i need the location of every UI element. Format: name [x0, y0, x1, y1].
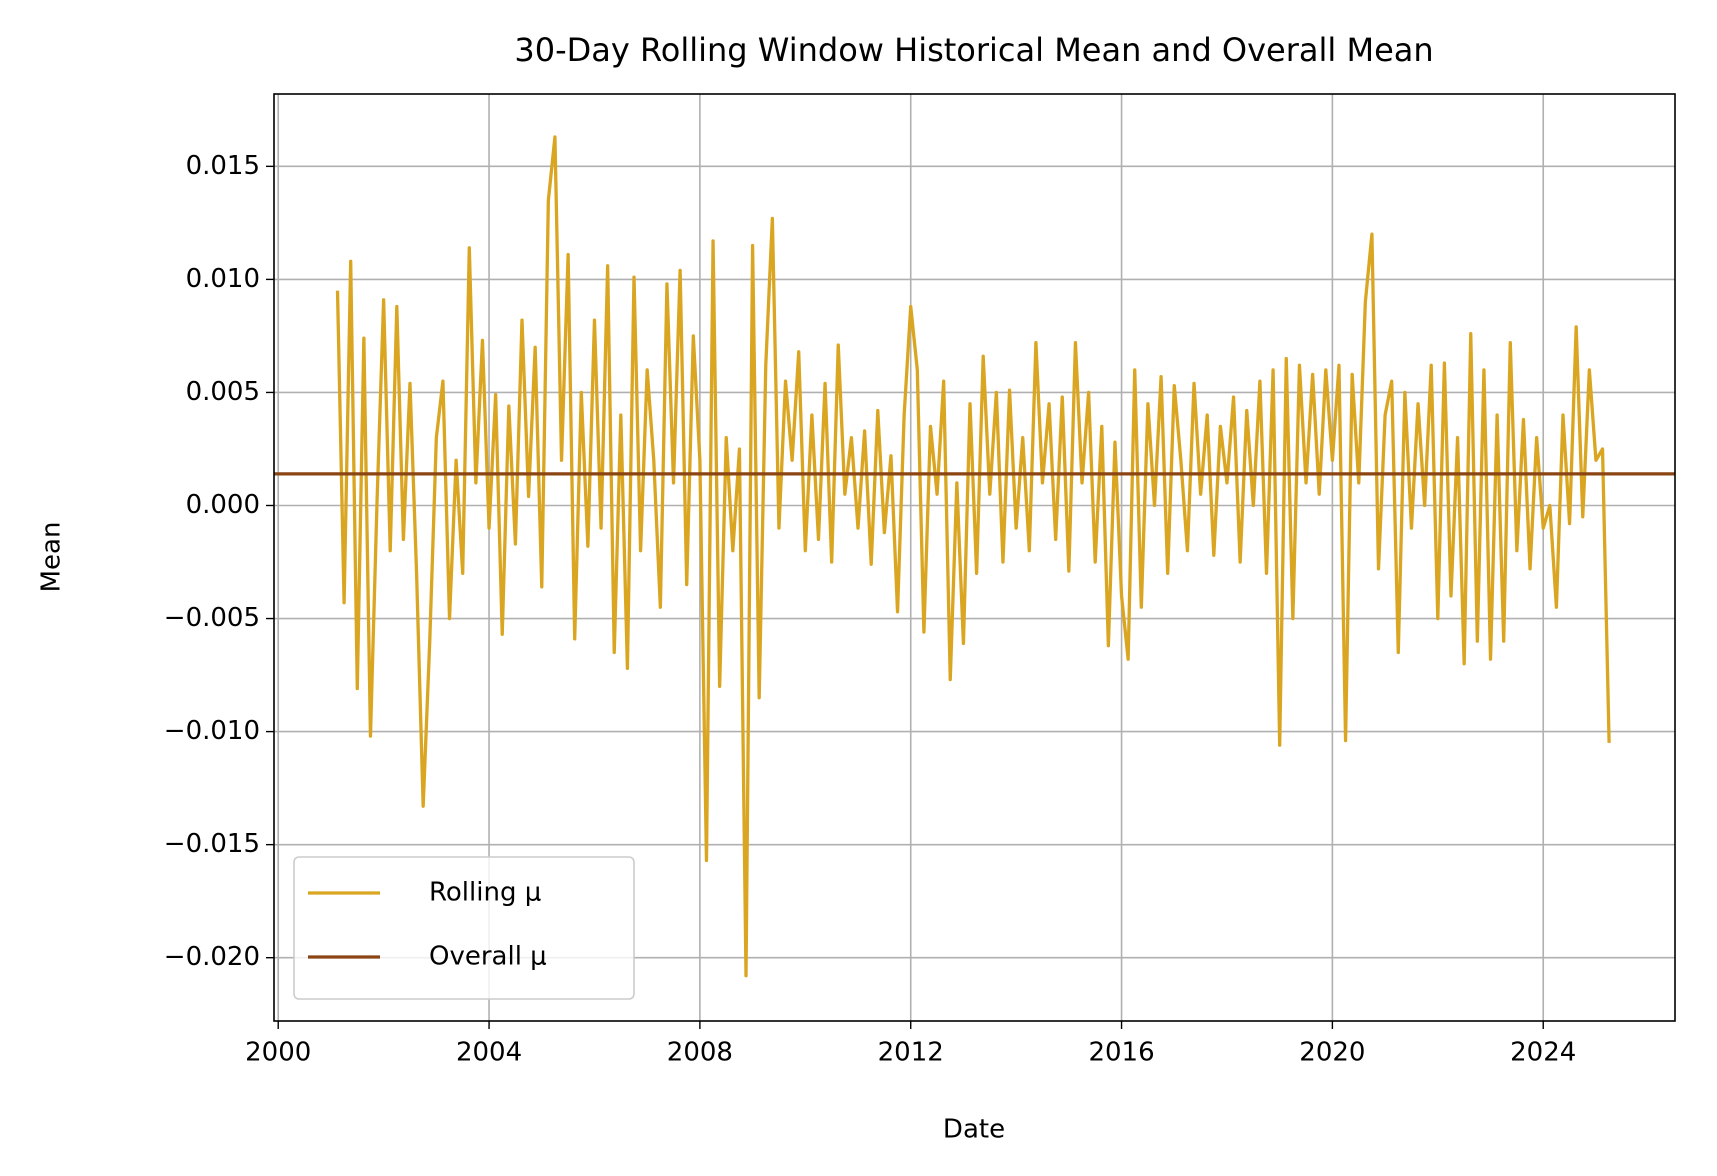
- x-tick-label: 2016: [1088, 1038, 1154, 1068]
- x-tick-label: 2004: [456, 1038, 522, 1068]
- y-tick-label: 0.000: [186, 490, 260, 520]
- y-tick-label: 0.005: [186, 377, 260, 407]
- y-tick-label: 0.015: [186, 151, 260, 181]
- y-tick-label: −0.020: [164, 942, 260, 972]
- x-tick-label: 2008: [667, 1038, 733, 1068]
- y-axis-label: Mean: [37, 522, 67, 593]
- x-tick-label: 2020: [1299, 1038, 1365, 1068]
- x-axis-label: Date: [943, 1115, 1005, 1145]
- axes-frame: [273, 93, 1676, 1022]
- y-tick-label: −0.015: [164, 829, 260, 859]
- legend-label: Overall μ: [429, 942, 547, 972]
- x-tick-label: 2024: [1510, 1038, 1576, 1068]
- x-tick-label: 2000: [245, 1038, 311, 1068]
- y-tick-label: 0.010: [186, 264, 260, 294]
- chart-title: 30-Day Rolling Window Historical Mean an…: [514, 31, 1433, 69]
- x-tick-label: 2012: [878, 1038, 944, 1068]
- y-tick-label: −0.005: [164, 603, 260, 633]
- y-tick-label: −0.010: [164, 716, 260, 746]
- legend-label: Rolling μ: [429, 878, 541, 908]
- data-line: [335, 135, 1611, 978]
